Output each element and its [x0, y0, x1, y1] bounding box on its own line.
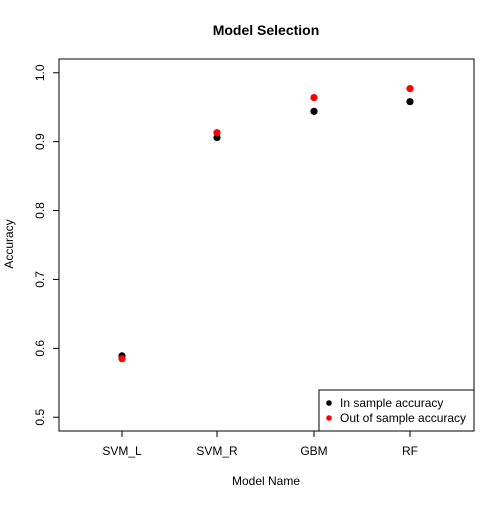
y-tick-label: 0.9 — [33, 133, 47, 150]
legend-label: In sample accuracy — [340, 396, 443, 410]
data-points — [118, 85, 414, 363]
legend-marker — [326, 415, 332, 421]
y-axis-label: Accuracy — [2, 219, 16, 268]
point-out-of-sample-rf — [406, 85, 414, 93]
point-out-of-sample-svm-l — [118, 355, 126, 363]
legend-label: Out of sample accuracy — [340, 411, 466, 425]
x-axis: SVM_L SVM_R GBM RF — [102, 431, 418, 458]
plot-frame — [58, 58, 475, 432]
x-tick-label: GBM — [300, 444, 327, 458]
point-out-of-sample-svm-r — [213, 129, 221, 137]
x-tick-label: SVM_R — [196, 444, 238, 458]
x-tick-label: SVM_L — [102, 444, 142, 458]
legend-marker — [326, 400, 332, 406]
y-axis: 0.5 0.6 0.7 0.8 0.9 1.0 — [33, 64, 59, 426]
legend-box — [318, 389, 475, 432]
y-tick-label: 0.5 — [33, 409, 47, 426]
point-in-sample-rf — [406, 98, 414, 106]
x-axis-label: Model Name — [232, 474, 300, 488]
point-out-of-sample-gbm — [310, 93, 318, 102]
y-tick-label: 0.8 — [33, 202, 47, 219]
x-tick-label: RF — [402, 444, 418, 458]
chart-title: Model Selection — [213, 22, 320, 38]
y-tick-label: 0.6 — [33, 340, 47, 357]
y-tick-label: 1.0 — [33, 64, 47, 81]
y-tick-label: 0.7 — [33, 271, 47, 288]
point-in-sample-gbm — [310, 107, 318, 115]
